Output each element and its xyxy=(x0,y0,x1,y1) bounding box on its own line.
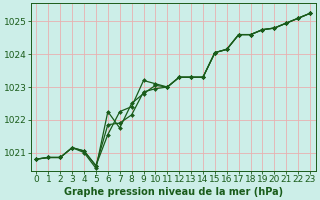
X-axis label: Graphe pression niveau de la mer (hPa): Graphe pression niveau de la mer (hPa) xyxy=(64,187,283,197)
